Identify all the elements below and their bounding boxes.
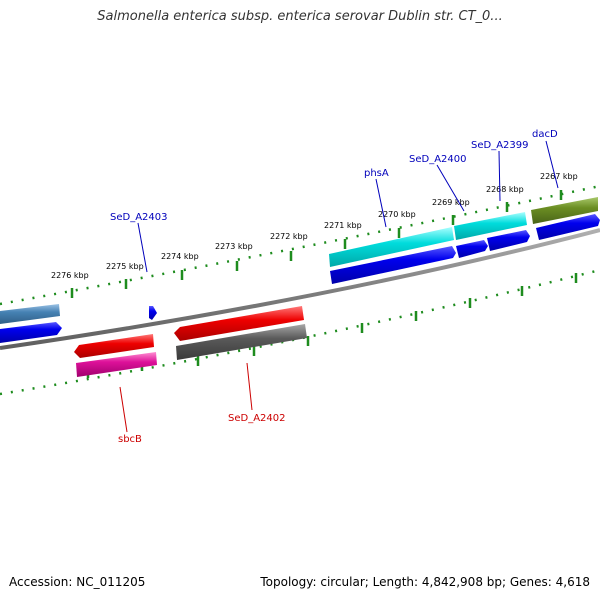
label-phsA: phsA: [364, 168, 389, 179]
gene-dacD[interactable]: [531, 197, 598, 224]
reverse-strand-genes: [74, 306, 307, 377]
cds-forward-5[interactable]: [0, 322, 62, 343]
gene-SeD_A2399[interactable]: [454, 212, 527, 240]
leader-SeD_A2403: [137, 222, 148, 273]
leader-SeD_A2402: [246, 362, 253, 411]
accession-text: Accession: NC_011205: [9, 575, 146, 589]
tick-label-2276: 2276 kbp: [51, 271, 89, 280]
gene-steel-blue[interactable]: [0, 304, 60, 324]
label-sbcB: sbcB: [118, 434, 142, 445]
tick-label-2274: 2274 kbp: [161, 252, 199, 261]
leader-phsA: [375, 178, 387, 228]
tick-label-2269: 2269 kbp: [432, 198, 470, 207]
tick-scale: 2276 kbp 2275 kbp 2274 kbp 2273 kbp 2272…: [0, 172, 600, 396]
genome-summary-text: Topology: circular; Length: 4,842,908 bp…: [260, 575, 590, 589]
tick-label-2271: 2271 kbp: [324, 221, 362, 230]
inner-major-ticks: [86, 273, 578, 378]
leader-dacD: [545, 140, 559, 189]
cds-forward-3[interactable]: [456, 240, 488, 258]
cds-forward-2[interactable]: [487, 230, 530, 251]
cds-forward-1[interactable]: [536, 214, 600, 240]
leader-sbcB: [119, 386, 128, 433]
label-SeD_A2402: SeD_A2402: [228, 413, 286, 424]
tick-label-2273: 2273 kbp: [215, 242, 253, 251]
label-SeD_A2403: SeD_A2403: [110, 212, 168, 223]
gene-labels: dacD SeD_A2399 SeD_A2400 phsA SeD_A2403 …: [110, 129, 558, 445]
label-SeD_A2399: SeD_A2399: [471, 140, 529, 151]
forward-strand-genes: [0, 197, 600, 343]
label-dacD: dacD: [532, 129, 558, 140]
gene-SeD_A2402[interactable]: [174, 306, 304, 341]
label-leaders: [119, 140, 559, 433]
cds-reverse-grey[interactable]: [176, 324, 307, 360]
label-SeD_A2400: SeD_A2400: [409, 154, 467, 165]
outer-major-ticks: [70, 190, 563, 298]
gene-SeD_A2403[interactable]: [149, 306, 157, 320]
cds-forward-4[interactable]: [330, 246, 456, 284]
gene-SeD_A2400-phsA[interactable]: [329, 227, 454, 267]
tick-label-2272: 2272 kbp: [270, 232, 308, 241]
map-title: Salmonella enterica subsp. enterica sero…: [97, 9, 503, 24]
tick-label-2268: 2268 kbp: [486, 185, 524, 194]
leader-SeD_A2400: [436, 164, 465, 212]
tick-label-2270: 2270 kbp: [378, 210, 416, 219]
genome-backbone: [0, 228, 600, 350]
gene-sbcB[interactable]: [74, 334, 154, 358]
tick-label-2267: 2267 kbp: [540, 172, 578, 181]
tick-label-2275: 2275 kbp: [106, 262, 144, 271]
cds-reverse-pink[interactable]: [76, 352, 157, 377]
leader-SeD_A2399: [498, 150, 501, 202]
